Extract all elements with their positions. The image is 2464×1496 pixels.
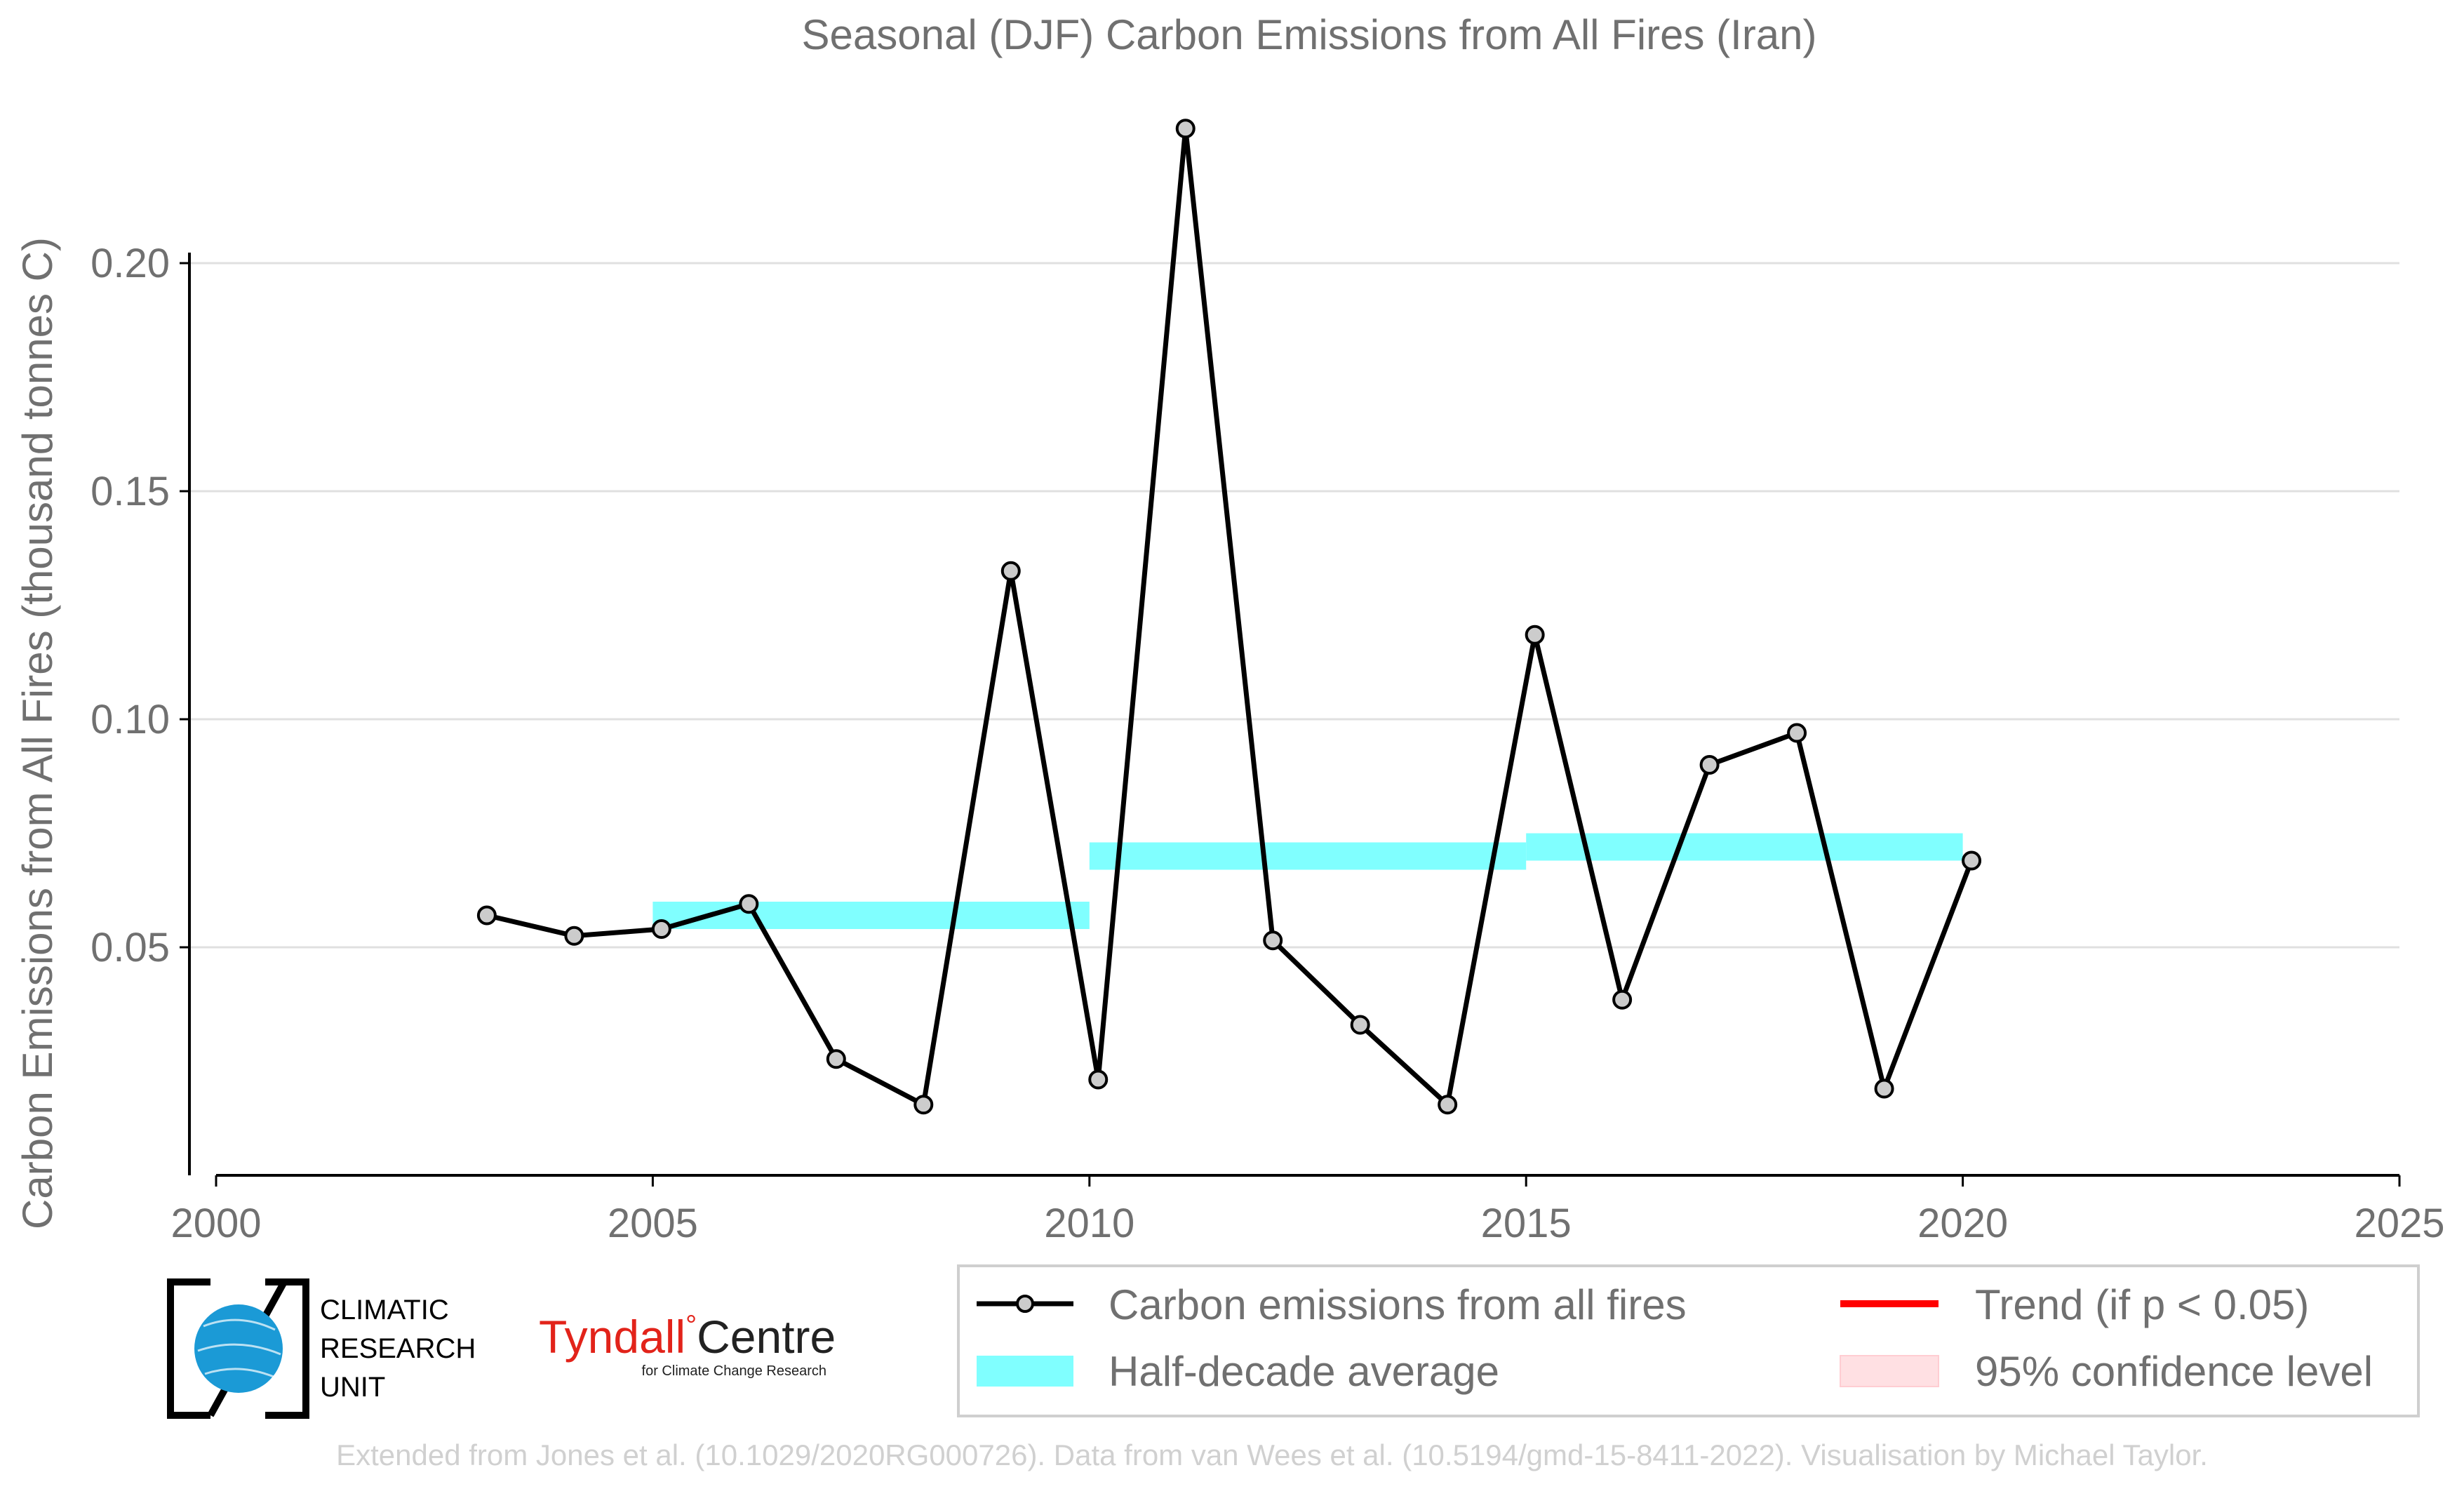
data-point-2014 xyxy=(1438,1095,1458,1115)
svg-text:Tyndall°Centre: Tyndall°Centre xyxy=(539,1310,836,1363)
legend-marker-swatch xyxy=(1016,1295,1034,1313)
data-point-2007 xyxy=(826,1049,846,1069)
tyndall-subtitle: for Climate Change Research xyxy=(642,1363,826,1379)
tyndall-degree: ° xyxy=(685,1310,697,1341)
data-point-2003 xyxy=(476,905,497,926)
cru-bracket-right xyxy=(265,1278,309,1419)
half-decade-band-2 xyxy=(1526,833,1963,861)
axes xyxy=(180,253,2401,1187)
cru-text-line-2: RESEARCH xyxy=(320,1333,476,1364)
tyndall-centre: Centre xyxy=(697,1311,836,1363)
data-point-2006 xyxy=(739,894,759,914)
data-point-2017 xyxy=(1699,755,1720,775)
legend-confidence-swatch xyxy=(1840,1355,1939,1387)
data-point-2008 xyxy=(913,1095,934,1115)
data-point-2011 xyxy=(1175,119,1196,139)
data-point-2016 xyxy=(1612,989,1633,1010)
data-point-2005 xyxy=(651,919,671,939)
cru-text-line-1: CLIMATIC xyxy=(320,1295,449,1325)
data-point-2004 xyxy=(564,926,584,946)
emissions-line xyxy=(486,128,1974,1110)
chart-title: Seasonal (DJF) Carbon Emissions from All… xyxy=(801,11,1816,58)
data-point-2015 xyxy=(1525,625,1545,645)
y-tick-label-1: 0.10 xyxy=(91,697,170,742)
data-point-2019 xyxy=(1874,1078,1894,1099)
y-tick-label-2: 0.15 xyxy=(91,469,170,514)
data-point-2010 xyxy=(1088,1069,1109,1090)
x-tick-label-5: 2025 xyxy=(2354,1201,2444,1246)
x-tick-label-3: 2015 xyxy=(1481,1201,1572,1246)
emissions-series xyxy=(476,119,1982,1115)
y-tick-labels: 0.05 0.10 0.15 0.20 xyxy=(91,241,170,970)
cru-bracket-left xyxy=(167,1278,210,1419)
x-tick-labels: 2000 2005 2010 2015 2020 2025 xyxy=(170,1201,2444,1246)
cru-logo: CLIMATIC RESEARCH UNIT xyxy=(167,1278,476,1419)
cru-text-line-3: UNIT xyxy=(320,1372,385,1403)
half-decade-band-0 xyxy=(652,902,1090,929)
legend-label-trend: Trend (if p < 0.05) xyxy=(1975,1281,2309,1328)
x-tick-label-2: 2010 xyxy=(1044,1201,1134,1246)
legend-frame xyxy=(957,1264,2420,1417)
data-point-2013 xyxy=(1350,1015,1370,1035)
tyndall-logo: Tyndall°Centre for Climate Change Resear… xyxy=(539,1310,836,1379)
cru-globe-lines xyxy=(197,1318,281,1378)
footer-credit: Extended from Jones et al. (10.1029/2020… xyxy=(336,1438,2208,1471)
x-tick-label-1: 2005 xyxy=(608,1201,698,1246)
legend-halfdecade-swatch xyxy=(977,1356,1073,1387)
half-decade-band-1 xyxy=(1089,842,1527,870)
legend: Carbon emissions from all fires Trend (i… xyxy=(957,1264,2420,1417)
half-decade-bands xyxy=(652,833,1963,929)
x-tick-label-0: 2000 xyxy=(170,1201,261,1246)
y-tick-label-0: 0.05 xyxy=(91,925,170,970)
tyndall-name: Tyndall xyxy=(539,1311,685,1363)
x-tick-label-4: 2020 xyxy=(1917,1201,2008,1246)
legend-label-halfdecade: Half-decade average xyxy=(1109,1348,1499,1395)
data-point-2018 xyxy=(1787,723,1807,743)
grid xyxy=(189,262,2399,949)
data-point-2020 xyxy=(1962,850,1982,871)
legend-label-emissions: Carbon emissions from all fires xyxy=(1109,1281,1687,1328)
y-axis-label: Carbon Emissions from All Fires (thousan… xyxy=(14,237,61,1229)
legend-label-confidence: 95% confidence level xyxy=(1975,1348,2373,1395)
y-tick-label-3: 0.20 xyxy=(91,241,170,286)
data-point-2012 xyxy=(1263,930,1283,951)
data-point-2009 xyxy=(1000,561,1021,581)
